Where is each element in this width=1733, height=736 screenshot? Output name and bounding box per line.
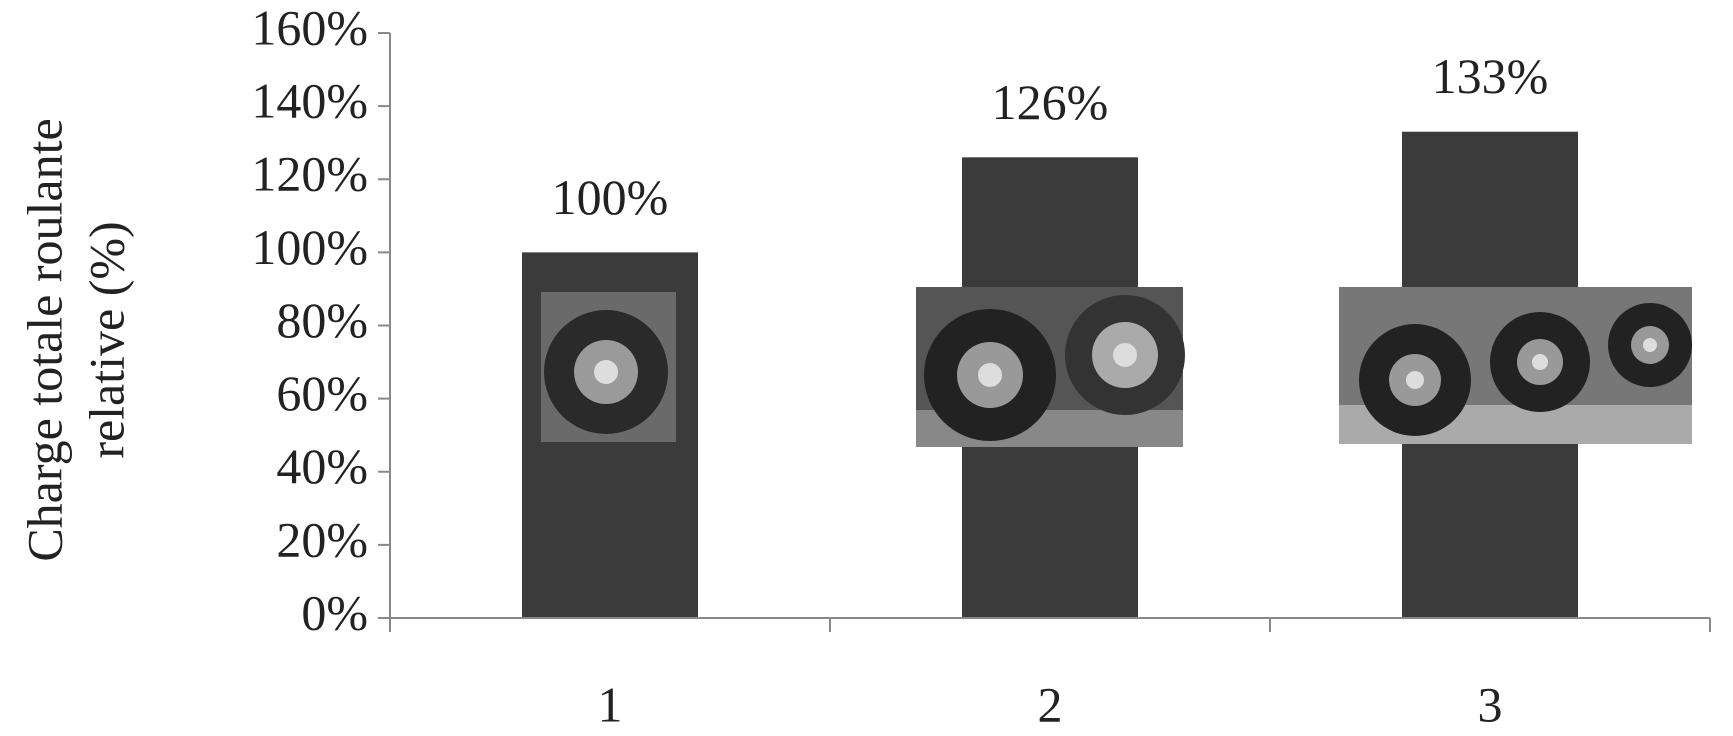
data-label: 133% — [1432, 48, 1549, 104]
y-tick-label: 160% — [251, 0, 368, 55]
y-tick-label: 40% — [276, 438, 368, 494]
tire-photo — [1339, 287, 1692, 444]
y-tick-label: 140% — [251, 73, 368, 129]
data-label: 126% — [992, 74, 1109, 130]
tire-photo — [916, 287, 1185, 447]
y-tick-label: 20% — [276, 511, 368, 567]
x-tick-label: 1 — [598, 676, 623, 732]
data-label: 100% — [552, 169, 669, 225]
x-tick-label: 2 — [1038, 676, 1063, 732]
y-tick-label: 80% — [276, 292, 368, 348]
tire-photos — [541, 287, 1692, 447]
y-tick-label: 120% — [251, 146, 368, 202]
page: {"chart_data": {"type": "bar", "ylabel":… — [0, 0, 1733, 736]
y-axis-label: relative (%) — [78, 221, 134, 458]
x-tick-label: 3 — [1478, 676, 1503, 732]
y-tick-label: 100% — [251, 219, 368, 275]
tire-photo — [541, 292, 676, 442]
y-tick-label: 60% — [276, 365, 368, 421]
chart: Charge totale roulante relative (%) 0% 20… — [0, 0, 1733, 736]
y-axis-label: Charge totale roulante — [16, 118, 72, 561]
y-tick-label: 0% — [301, 584, 368, 640]
